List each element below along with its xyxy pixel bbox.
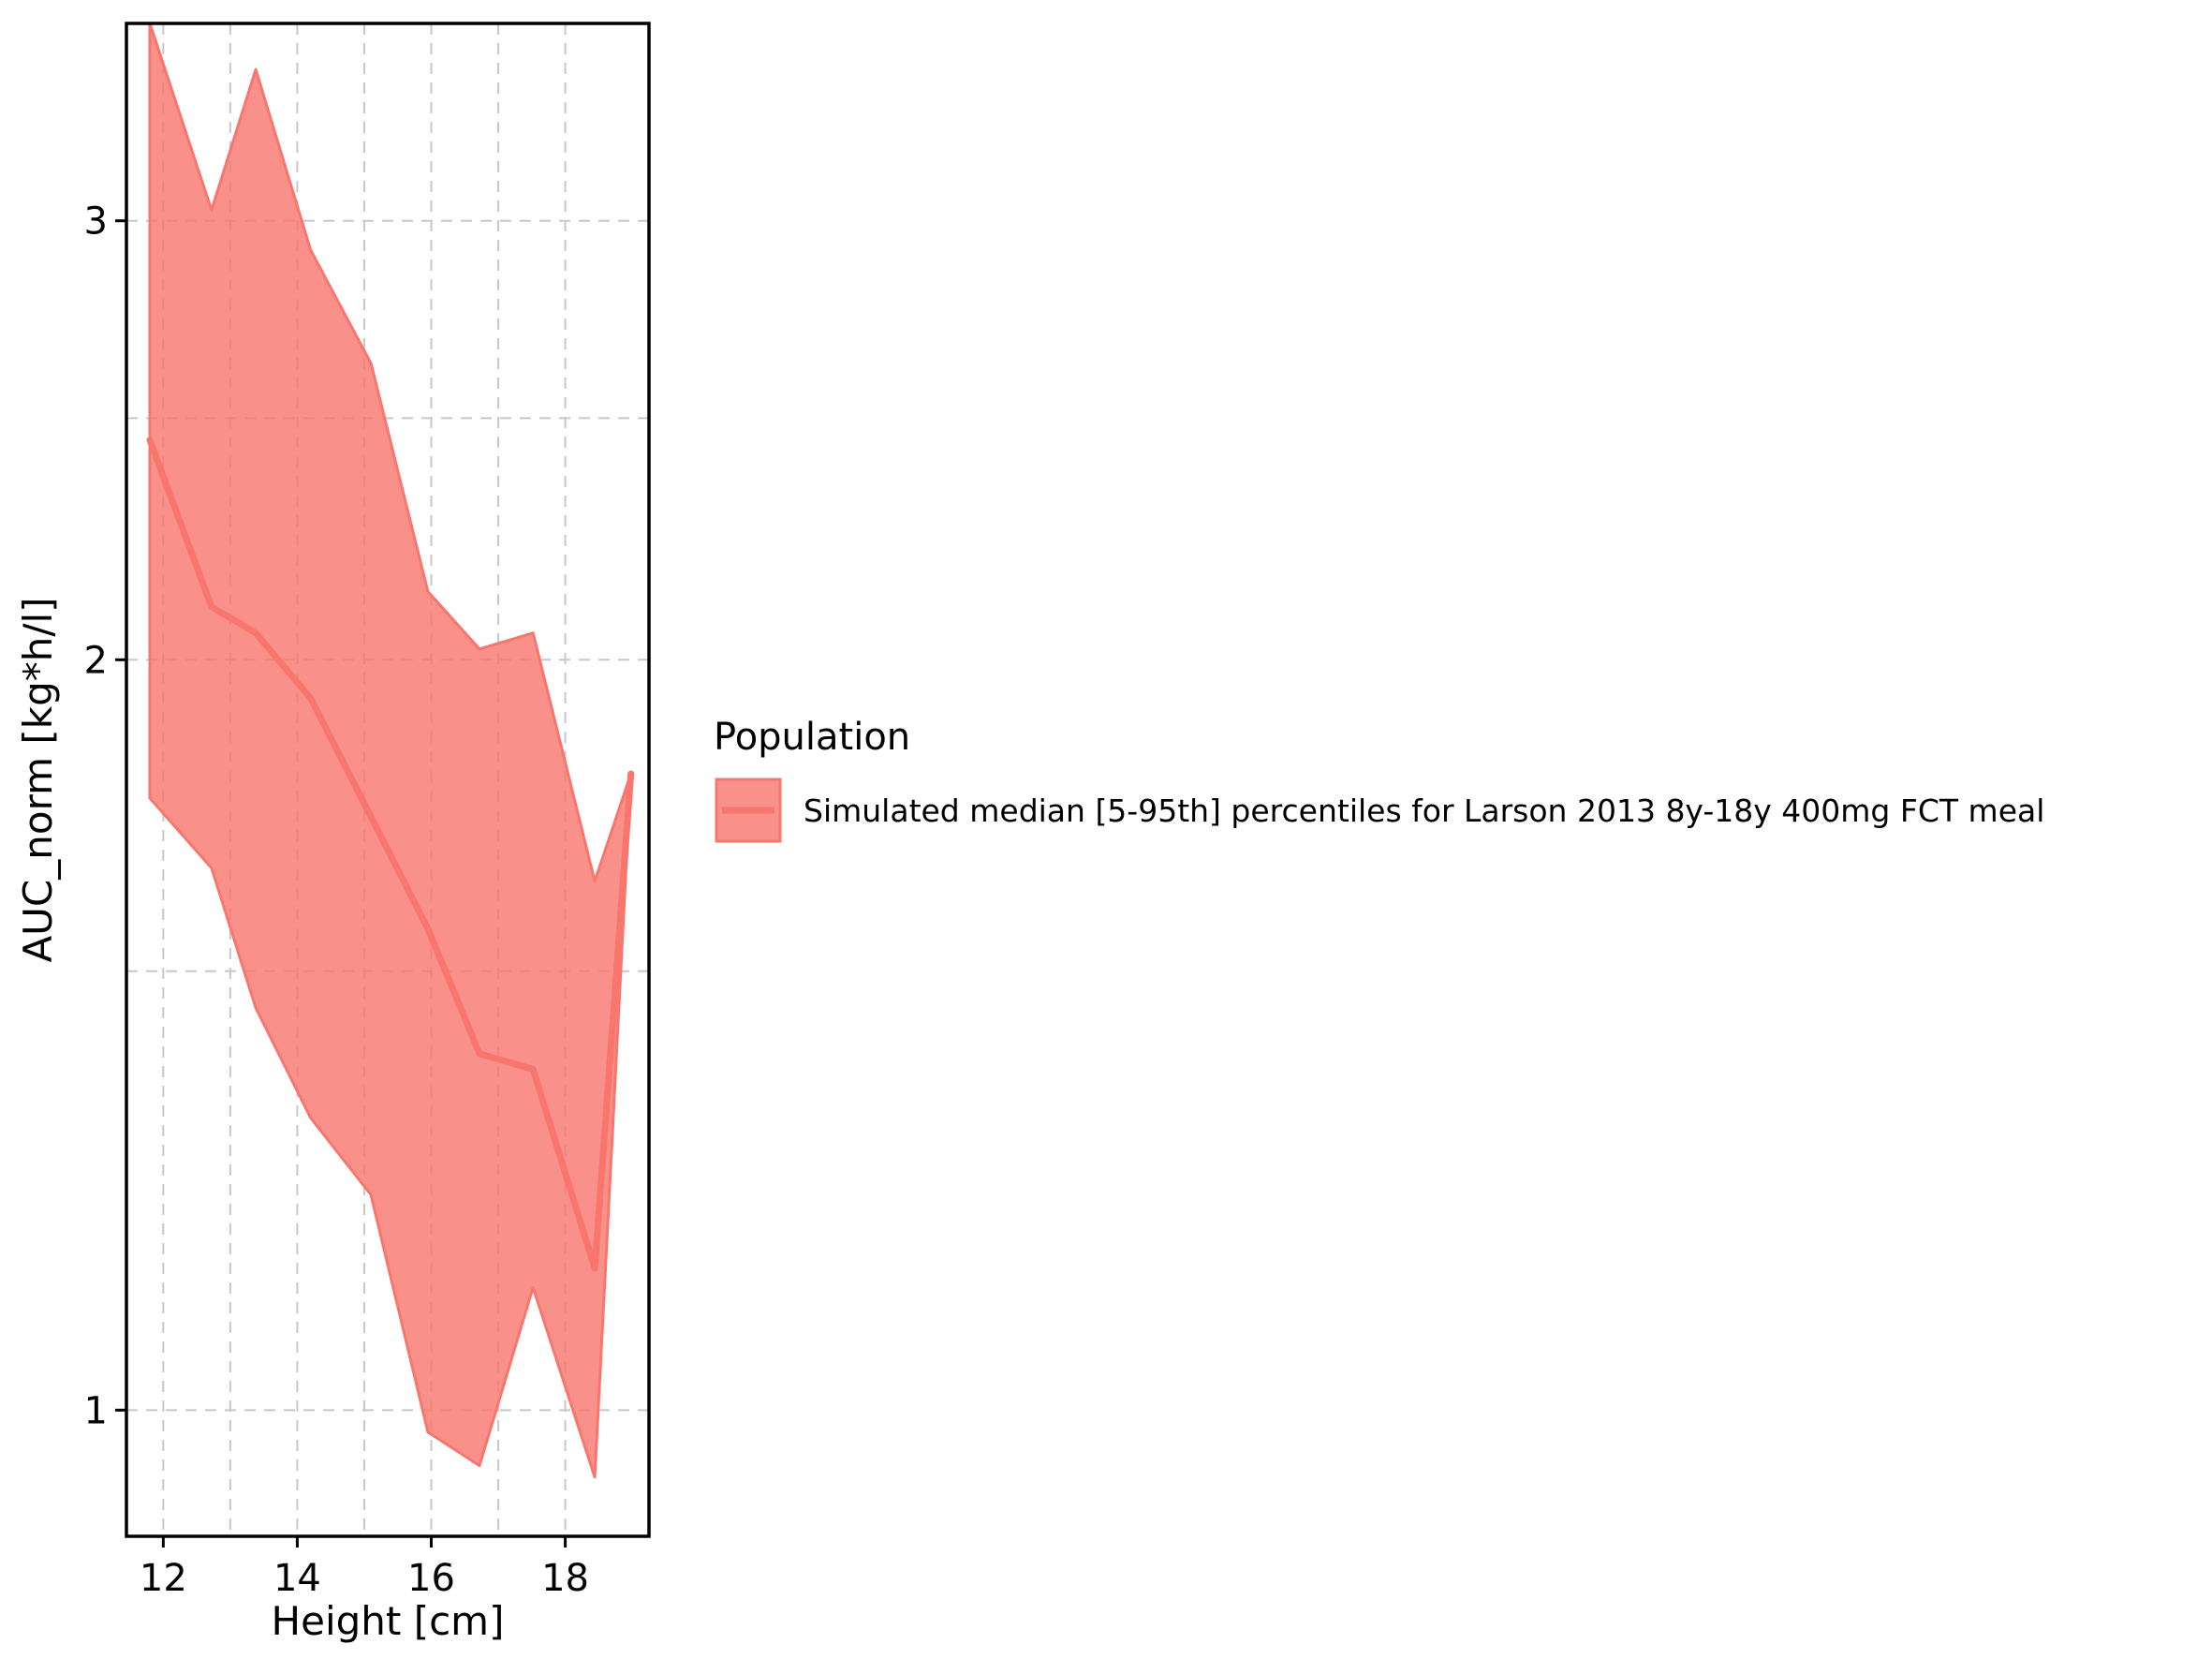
- x-tick-label: 18: [541, 1557, 589, 1600]
- y-tick-label: 2: [84, 639, 108, 682]
- plot-area: [146, 22, 635, 1479]
- legend-entry-label: Simulated median [5-95th] percentiles fo…: [804, 792, 2044, 829]
- legend-title: Population: [714, 716, 910, 759]
- legend: Population Simulated median [5-95th] per…: [714, 716, 2044, 843]
- x-tick-label: 14: [273, 1557, 321, 1600]
- x-axis-label: Height [cm]: [272, 1598, 505, 1644]
- median-line: [146, 437, 635, 1272]
- y-axis-label: AUC_norm [kg*h/l]: [15, 597, 61, 962]
- x-tick-label: 12: [140, 1557, 187, 1600]
- y-tick-label: 1: [84, 1389, 108, 1432]
- y-tick-label: 3: [84, 200, 108, 244]
- plot-frame: [125, 22, 651, 1538]
- percentile-ribbon: [148, 22, 633, 1479]
- x-tick-label: 16: [407, 1557, 455, 1600]
